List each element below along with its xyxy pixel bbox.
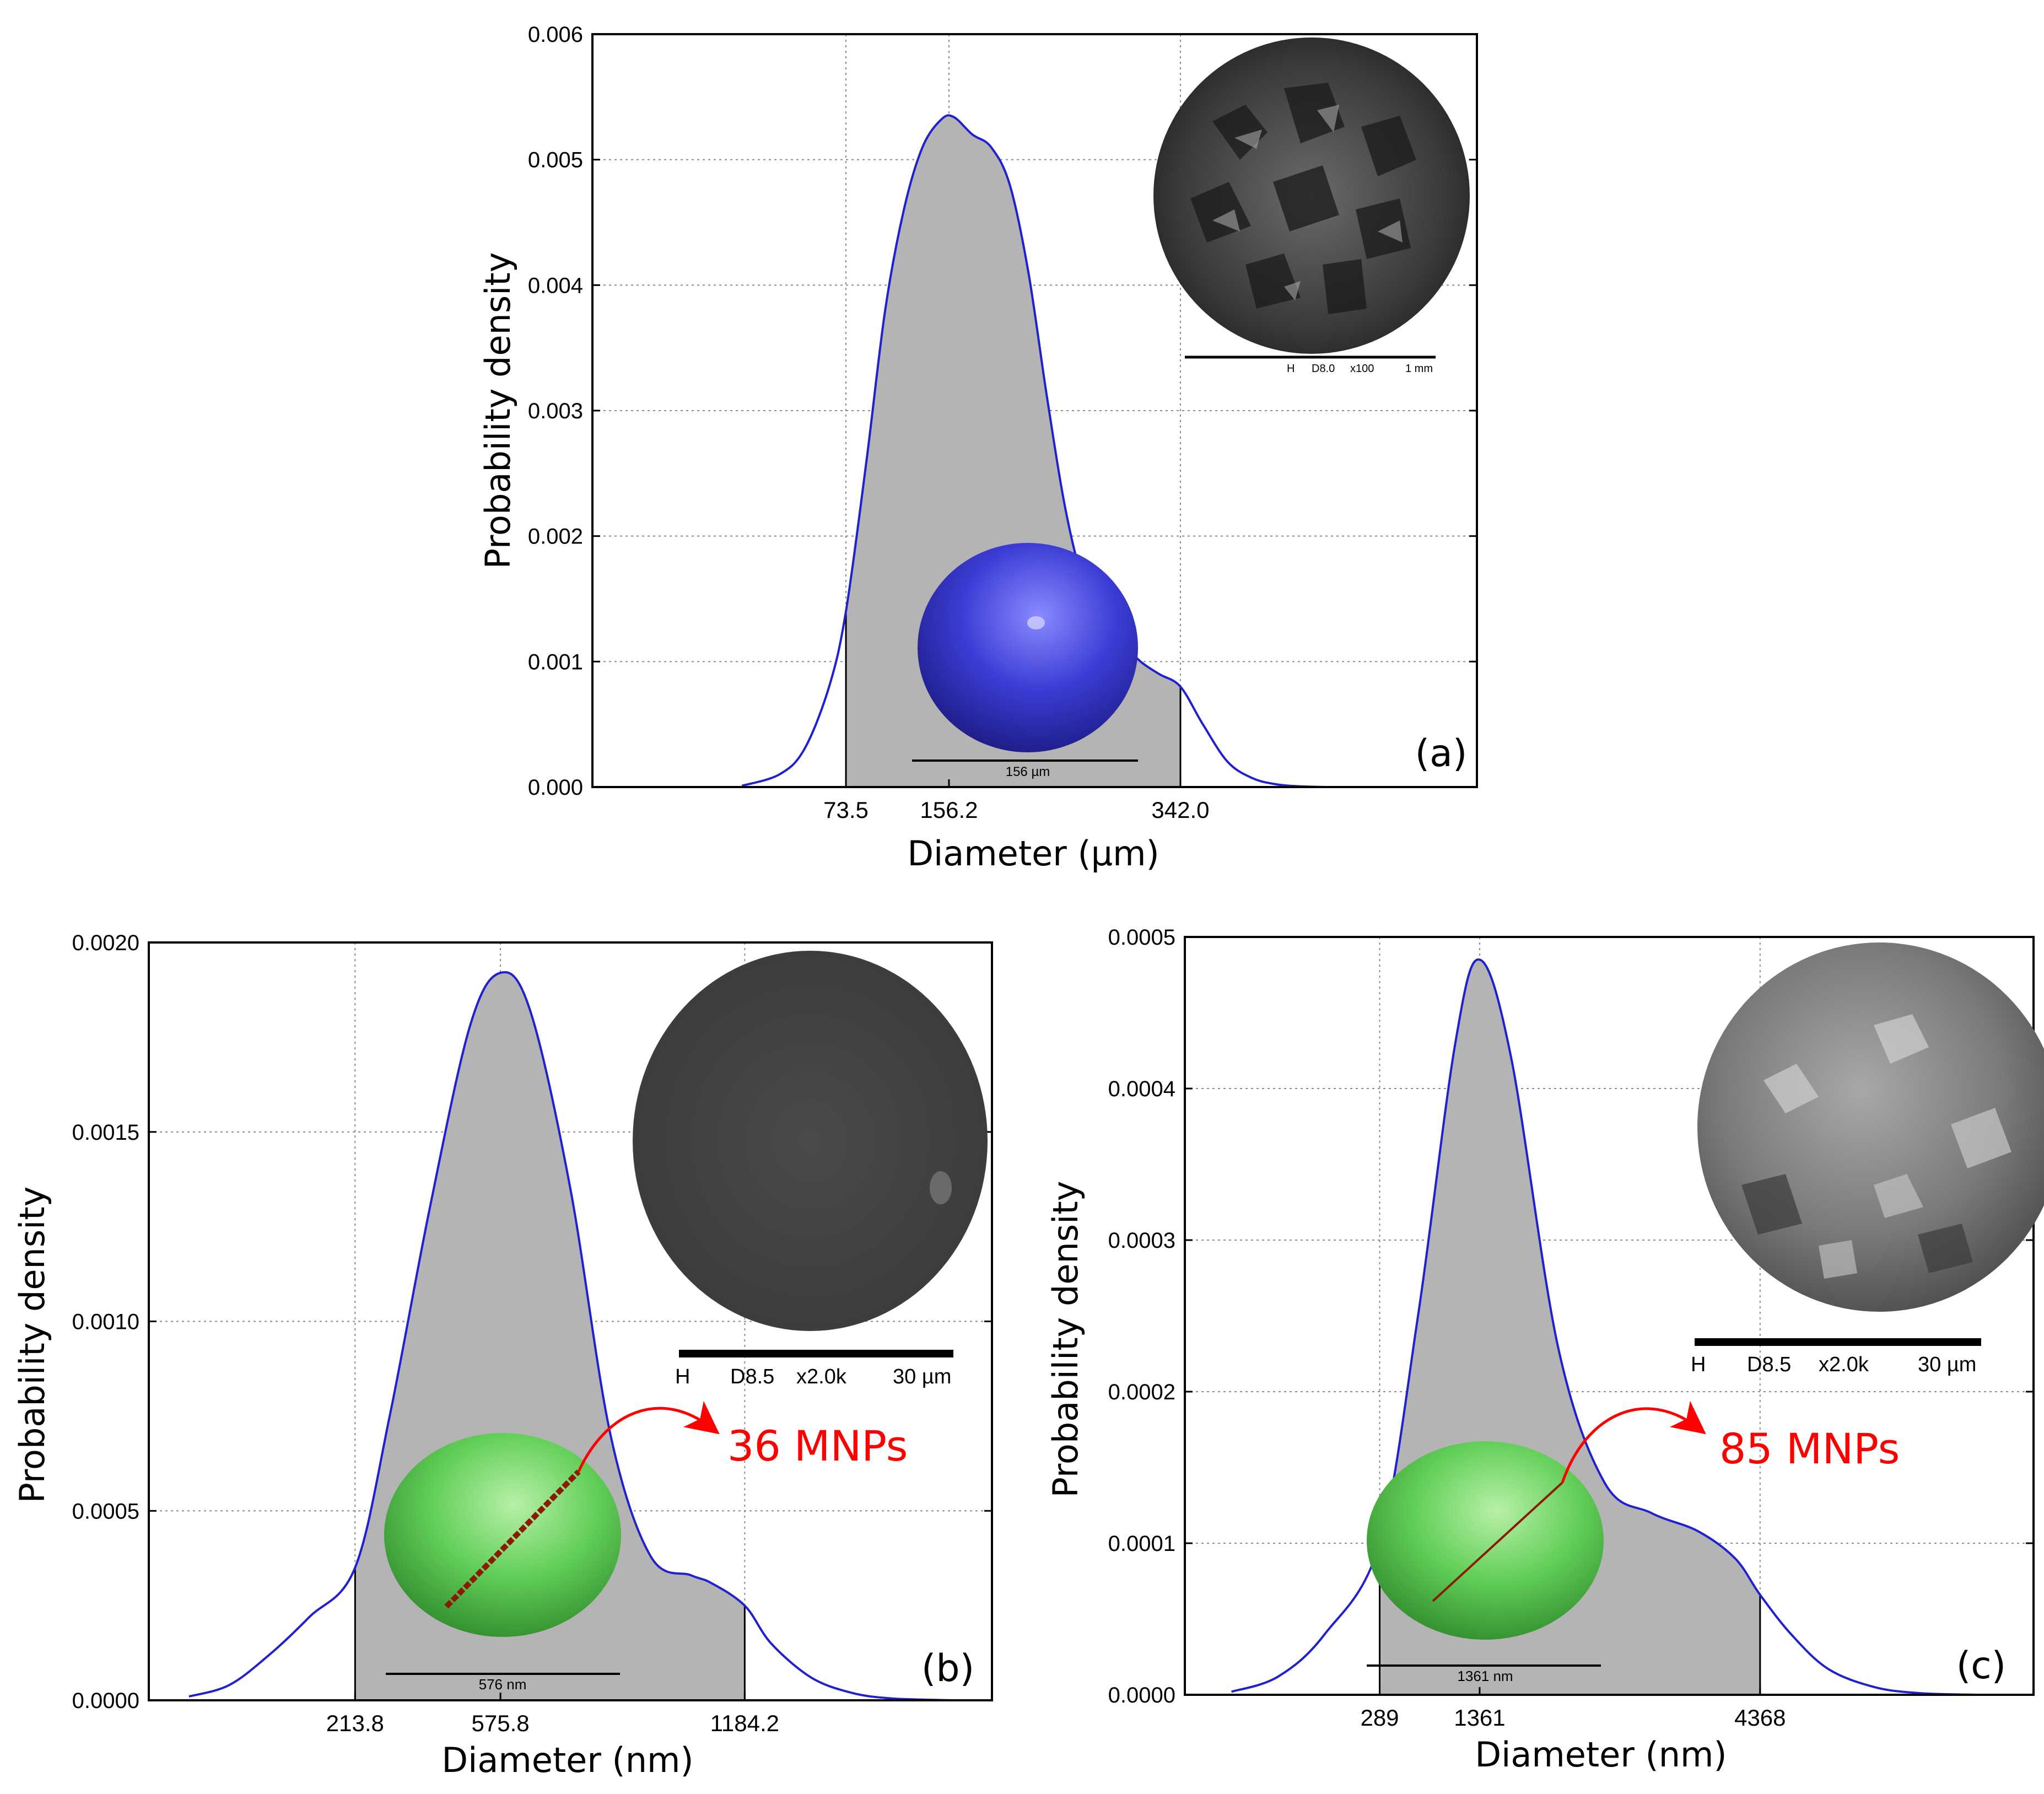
panel-b-particle-sphere	[384, 1433, 621, 1637]
panel-b-y-tick-label: 0.0005	[72, 1499, 139, 1523]
panel-b-particle-scale-label: 576 nm	[479, 1676, 527, 1693]
panel-a-x-axis-label: Diameter (µm)	[907, 833, 1159, 874]
panel-a-sem-inset: H D8.0 x100 1 mm	[1153, 37, 1470, 375]
panel-a-y-tick-label: 0.003	[528, 399, 583, 423]
panel-b-y-axis-label: Probability density	[12, 1187, 52, 1504]
panel-a-y-axis-label: Probability density	[478, 252, 518, 569]
panel-c-callout-arrow	[1561, 1400, 1706, 1483]
panel-c-sem-scale-mag: x2.0k	[1819, 1353, 1869, 1376]
panel-c-particle: 85 MNPs 1361 nm	[1367, 1400, 1900, 1684]
panel-b-label: (b)	[921, 1647, 974, 1690]
panel-c: 0.0000 0.0001 0.0002 0.0003 0.0004 0.0005 289 1…	[1045, 925, 2044, 1775]
panel-c-y-tick-label: 0.0000	[1108, 1683, 1175, 1707]
panel-b-ticks: 0.0000 0.0005 0.0010 0.0015 0.0020 213.8 575.8…	[72, 931, 992, 1736]
panel-a-particle-glint	[1027, 616, 1045, 629]
panel-a-density-line	[741, 114, 1328, 788]
panel-a-ticks: 0.000 0.001 0.002 0.003 0.004 0.005 0.006 73.5 1…	[528, 23, 1477, 823]
panel-c-x-tick-label: 289	[1360, 1705, 1399, 1731]
panel-a-plot-frame	[591, 33, 1478, 788]
panel-c-x-tick-label: 1361	[1454, 1705, 1505, 1731]
panel-b-callout-label: 36 MNPs	[727, 1421, 908, 1470]
panel-c-ticks: 0.0000 0.0001 0.0002 0.0003 0.0004 0.0005 289 1…	[1108, 925, 2034, 1731]
panel-a-sem-highlights	[1212, 105, 1403, 300]
panel-a-particle: 156 µm	[912, 543, 1138, 779]
panel-a-y-tick-label: 0.004	[528, 273, 583, 298]
panel-c-callout-label: 85 MNPs	[1719, 1424, 1900, 1473]
panel-c-sem-scale-h: H	[1691, 1353, 1706, 1376]
panel-b-particle: 36 MNPs 576 nm	[384, 1400, 908, 1693]
panel-b-mnp-chain	[444, 1469, 581, 1609]
panel-c-y-tick-label: 0.0003	[1108, 1229, 1175, 1253]
panel-a-x-tick-label: 342.0	[1151, 797, 1209, 823]
panel-c-y-axis-label: Probability density	[1045, 1181, 1086, 1498]
panel-a-y-tick-label: 0.001	[528, 650, 583, 674]
panel-c-plot-frame	[1184, 936, 2035, 1696]
panel-a-x-tick-label: 73.5	[823, 797, 869, 823]
panel-c-y-tick-label: 0.0002	[1108, 1380, 1175, 1404]
panel-a-y-tick-label: 0.006	[528, 23, 583, 47]
panel-c-sem-scale-len: 30 µm	[1918, 1353, 1976, 1376]
panel-b-x-axis-label: Diameter (nm)	[441, 1740, 693, 1780]
panel-a-y-tick-label: 0.002	[528, 525, 583, 549]
panel-b-x-tick-label: 213.8	[326, 1710, 384, 1736]
panel-a-y-tick-label: 0.005	[528, 148, 583, 173]
panel-c-y-tick-label: 0.0004	[1108, 1077, 1175, 1101]
panel-b-density-line	[188, 971, 952, 1701]
panel-b-y-tick-label: 0.0020	[72, 931, 139, 955]
panel-b-curve	[188, 971, 952, 1701]
panel-b-sem-scale-d: D8.5	[730, 1365, 774, 1388]
panel-b-sem-scale-mag: x2.0k	[796, 1365, 847, 1388]
panel-a-label: (a)	[1415, 732, 1468, 775]
panel-c-sem-inset: H D8.5 x2.0k 30 µm	[1691, 942, 2044, 1376]
panel-c-x-axis-label: Diameter (nm)	[1475, 1734, 1727, 1775]
panel-c-particle-scale-label: 1361 nm	[1457, 1668, 1513, 1684]
panel-b-sem-scale-len: 30 µm	[893, 1365, 951, 1388]
panel-b-plot-frame	[148, 941, 993, 1701]
panel-c-y-tick-label: 0.0005	[1108, 925, 1175, 950]
panel-a-sem-scale-len: 1 mm	[1405, 363, 1433, 375]
panel-c-x-tick-label: 4368	[1734, 1705, 1786, 1731]
panel-b-y-tick-label: 0.0010	[72, 1310, 139, 1334]
panel-a-sem-scale-h: H	[1287, 363, 1295, 375]
panel-b-x-tick-label: 575.8	[472, 1710, 530, 1736]
panel-c-particle-sphere	[1367, 1441, 1604, 1640]
panel-a-y-tick-label: 0.000	[528, 775, 583, 800]
panel-a-x-tick-label: 156.2	[920, 797, 978, 823]
panel-c-sem-texture	[1741, 1014, 2011, 1279]
panel-a-sem-scale-mag: x100	[1350, 363, 1374, 375]
panel-a-sem-scale-d: D8.0	[1312, 363, 1335, 375]
panel-b-sem-inset: H D8.5 x2.0k 30 µm	[633, 951, 988, 1388]
panel-b-sem-speck	[930, 1171, 952, 1204]
panel-c-sem-scale-d: D8.5	[1747, 1353, 1791, 1376]
panel-b-y-tick-label: 0.0000	[72, 1689, 139, 1713]
panel-b: 0.0000 0.0005 0.0010 0.0015 0.0020 213.8 575.8…	[12, 931, 993, 1780]
panel-b-x-tick-label: 1184.2	[710, 1710, 779, 1736]
panel-b-y-tick-label: 0.0015	[72, 1120, 139, 1145]
panel-a-particle-sphere	[918, 543, 1138, 752]
panel-c-y-tick-label: 0.0001	[1108, 1532, 1175, 1556]
panel-a: 0.000 0.001 0.002 0.003 0.004 0.005 0.006 73.5 1…	[478, 23, 1478, 874]
panel-c-label: (c)	[1956, 1644, 2006, 1688]
panel-b-callout-arrow	[577, 1400, 720, 1473]
panel-a-particle-scale-label: 156 µm	[1006, 764, 1050, 779]
panel-a-curve	[741, 114, 1328, 788]
panel-b-sem-image	[633, 951, 988, 1331]
panel-b-sem-scale-h: H	[675, 1365, 690, 1388]
panel-c-mnp-chain	[1432, 1481, 1563, 1602]
